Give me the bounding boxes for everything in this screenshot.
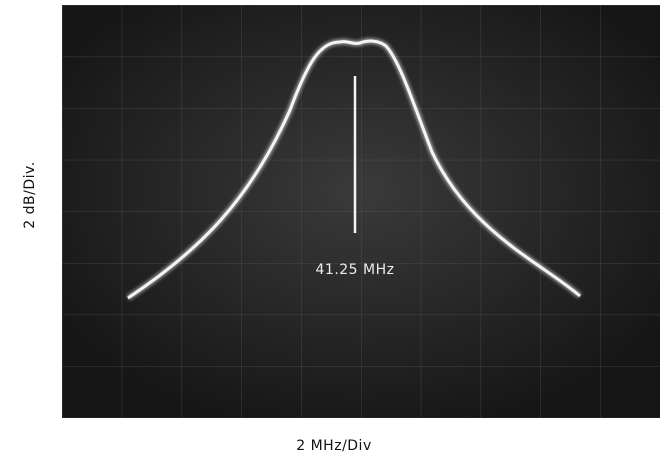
response-trace bbox=[127, 39, 581, 300]
y-axis-label: 2 dB/Div. bbox=[22, 161, 38, 228]
x-axis-label: 2 MHz/Div bbox=[296, 438, 371, 454]
graticule bbox=[62, 5, 660, 418]
marker-label: 41.25 MHz bbox=[316, 262, 395, 278]
